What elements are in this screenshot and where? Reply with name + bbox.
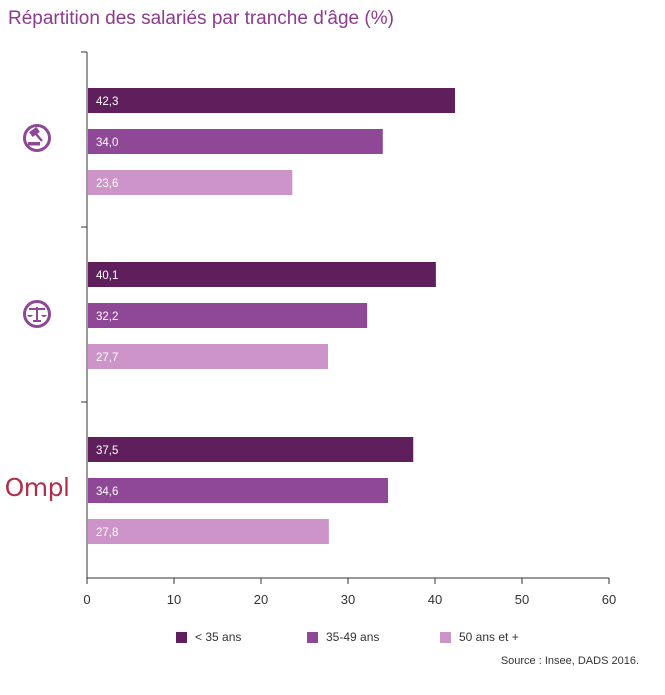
balance-scale-icon xyxy=(23,300,51,328)
legend-label: 50 ans et + xyxy=(459,630,519,644)
legend-item: 50 ans et + xyxy=(440,630,519,644)
bar-value-label: 32,2 xyxy=(96,311,118,323)
bar xyxy=(88,303,368,328)
bar-value-label: 42,3 xyxy=(96,96,118,108)
x-tick-label: 60 xyxy=(602,592,616,607)
bar xyxy=(88,519,329,544)
bar xyxy=(88,129,383,154)
x-tick-label: 30 xyxy=(341,592,355,607)
legend-item: < 35 ans xyxy=(176,630,241,644)
x-tick-label: 20 xyxy=(254,592,268,607)
legend-swatch xyxy=(440,631,451,643)
bar xyxy=(88,478,389,503)
ompl-logo: Ompl xyxy=(5,473,70,502)
x-tick-label: 40 xyxy=(428,592,442,607)
legend-swatch xyxy=(176,631,187,643)
bar-value-label: 27,7 xyxy=(96,352,118,364)
bar xyxy=(88,262,436,287)
bar-value-label: 23,6 xyxy=(96,178,118,190)
x-tick-label: 50 xyxy=(515,592,529,607)
legend-label: 35-49 ans xyxy=(326,630,380,644)
bar-value-label: 27,8 xyxy=(96,527,118,539)
legend-item: 35-49 ans xyxy=(307,630,379,644)
bar xyxy=(88,437,414,462)
bar-value-label: 34,6 xyxy=(96,486,118,498)
legend-swatch xyxy=(307,631,318,643)
legend-label: < 35 ans xyxy=(195,630,242,644)
bar-value-label: 40,1 xyxy=(96,270,118,282)
chart-title: Répartition des salariés par tranche d'â… xyxy=(8,8,394,29)
bar-value-label: 37,5 xyxy=(96,445,118,457)
bar-value-label: 34,0 xyxy=(96,137,118,149)
bar xyxy=(88,170,293,195)
bar-chart: 0 10 20 30 40 50 60 42,3 34,0 23,6 40,1 32,2 27,7 37,… xyxy=(5,51,616,607)
bar xyxy=(88,88,456,113)
x-tick-label: 10 xyxy=(167,592,181,607)
x-tick-label: 0 xyxy=(83,592,90,607)
bar xyxy=(88,344,328,369)
source-note: Source : Insee, DADS 2016. xyxy=(500,655,639,667)
legend: < 35 ans 35-49 ans 50 ans et + xyxy=(0,630,665,650)
gavel-icon xyxy=(23,124,51,152)
